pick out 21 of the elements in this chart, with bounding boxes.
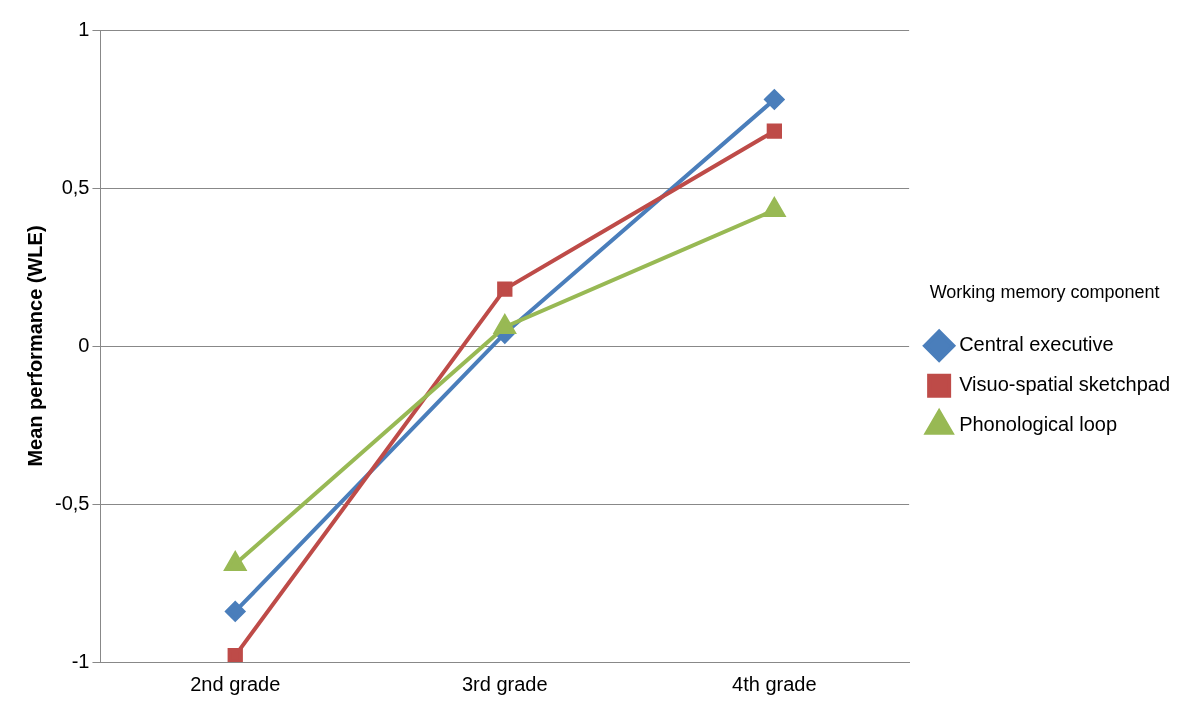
legend-title: Working memory component xyxy=(929,282,1160,303)
point xyxy=(225,601,246,622)
x-tick-label: 2nd grade xyxy=(190,672,281,695)
legend-label: Central executive xyxy=(959,333,1114,356)
y-tick-label: 0,5 xyxy=(61,175,90,198)
y-tick-label: 0 xyxy=(78,333,90,356)
x-tick-label: 4th grade xyxy=(732,672,817,695)
x-tick-label: 3rd grade xyxy=(461,672,548,695)
y-tick-label: -0,5 xyxy=(54,491,90,514)
point xyxy=(224,552,246,572)
point xyxy=(227,648,243,662)
point xyxy=(497,281,513,297)
point xyxy=(763,198,786,218)
point xyxy=(494,315,516,335)
point xyxy=(764,89,785,110)
y-tick-label: 1 xyxy=(78,17,90,40)
legend-label: Phonological loop xyxy=(959,413,1118,436)
point xyxy=(766,123,783,139)
y-axis-title: Mean performance (WLE) xyxy=(23,225,46,467)
legend-label: Visuo-spatial sketchpad xyxy=(959,373,1171,396)
y-tick-label: -1 xyxy=(71,649,90,672)
